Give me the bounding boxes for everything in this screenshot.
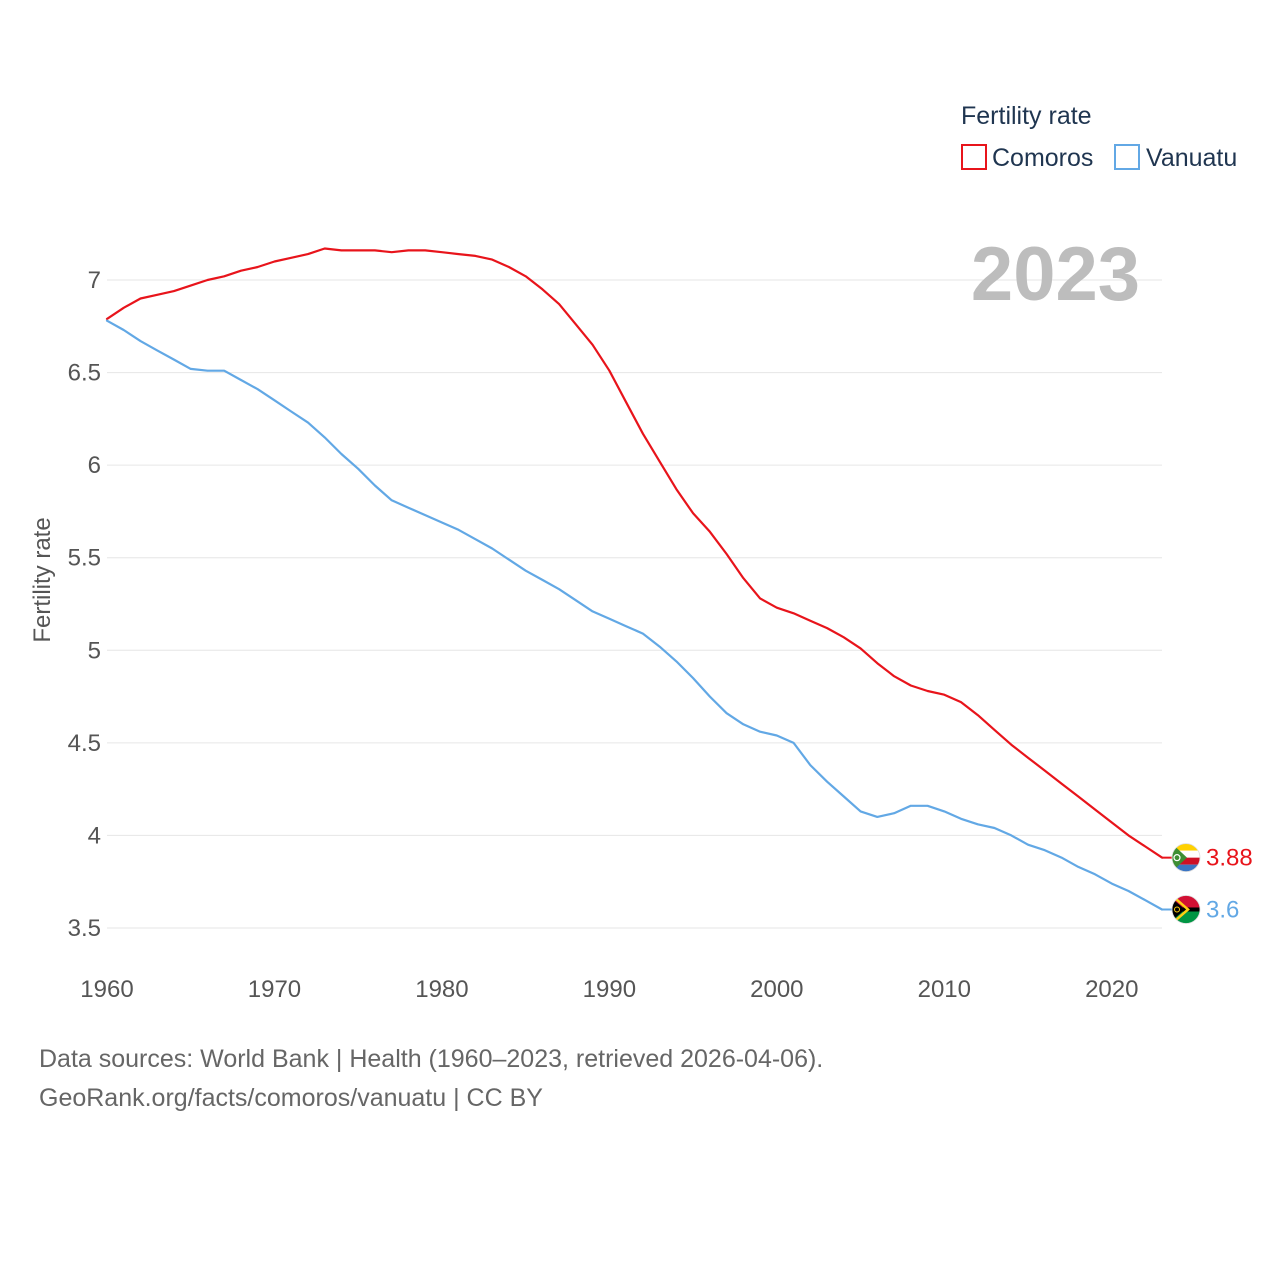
source-line-2: GeoRank.org/facts/comoros/vanuatu | CC B… <box>39 1084 543 1112</box>
legend-swatch-comoros <box>961 144 987 170</box>
legend-title: Fertility rate <box>961 102 1092 130</box>
grid-lines <box>107 279 1162 929</box>
legend-item-vanuatu[interactable]: Vanuatu <box>1114 144 1237 172</box>
end-value-label-vanuatu: 3.6 <box>1206 896 1239 923</box>
y-tick-label: 5.5 <box>68 545 101 572</box>
x-tick-label: 1980 <box>415 976 468 1003</box>
x-axis-ticks: 1960 1970 1980 1990 2000 2010 2020 <box>80 976 1138 1003</box>
y-tick-label: 5 <box>88 637 101 664</box>
vanuatu-flag <box>1172 895 1200 924</box>
legend-label-vanuatu: Vanuatu <box>1146 144 1237 172</box>
y-tick-label: 3.5 <box>68 915 101 942</box>
x-tick-label: 1970 <box>248 976 301 1003</box>
source-line-1: Data sources: World Bank | Health (1960–… <box>39 1045 824 1073</box>
x-tick-label: 2000 <box>750 976 803 1003</box>
end-value-label-comoros: 3.88 <box>1206 845 1253 872</box>
y-tick-label: 7 <box>88 267 101 294</box>
legend: Fertility rate Comoros Vanuatu <box>961 102 1237 172</box>
y-tick-label: 6.5 <box>68 360 101 387</box>
y-tick-label: 6 <box>88 452 101 479</box>
x-tick-label: 1960 <box>80 976 133 1003</box>
end-markers: 3.88 3.6 <box>1162 843 1253 924</box>
legend-label-comoros: Comoros <box>992 144 1093 172</box>
current-year-label: 2023 <box>971 232 1140 317</box>
comoros-flag <box>1172 843 1200 872</box>
series-line-comoros <box>105 247 1164 859</box>
y-tick-label: 4.5 <box>68 730 101 757</box>
legend-item-comoros[interactable]: Comoros <box>961 144 1093 172</box>
x-tick-label: 1990 <box>583 976 636 1003</box>
y-axis-ticks: 3.5 4 4.5 5 5.5 6 6.5 7 <box>68 267 101 942</box>
y-tick-label: 4 <box>88 822 101 849</box>
y-axis-title: Fertility rate <box>29 517 56 642</box>
series-lines <box>105 247 1164 911</box>
legend-swatch-vanuatu <box>1114 144 1140 170</box>
x-tick-label: 2010 <box>918 976 971 1003</box>
x-tick-label: 2020 <box>1085 976 1138 1003</box>
series-line-vanuatu <box>105 319 1164 911</box>
